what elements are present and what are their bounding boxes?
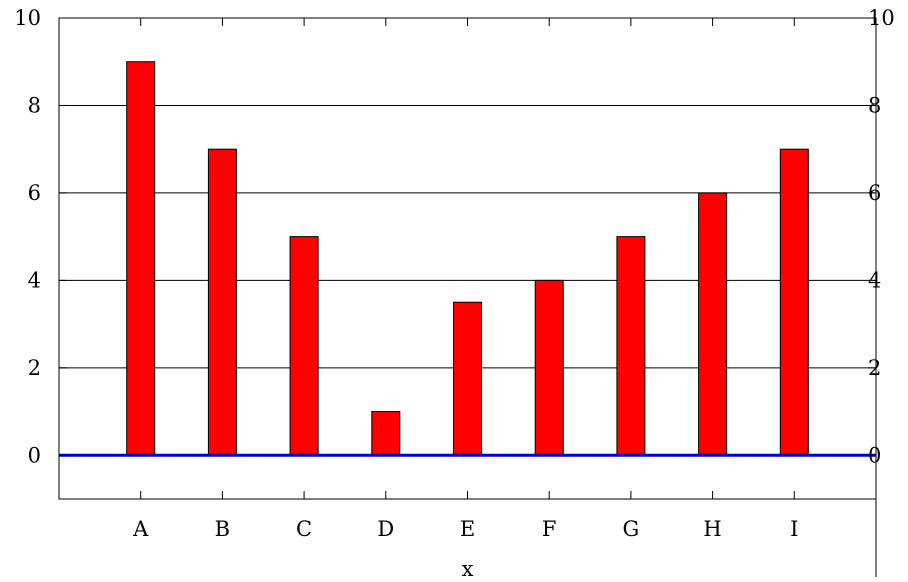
- y2-tick-label: 6: [868, 181, 881, 205]
- y-axis-ticks: 0 2 4 6 8 10: [14, 6, 67, 467]
- y2-tick-label: 2: [868, 356, 881, 380]
- bar-e: [453, 301, 482, 456]
- bar-a: [126, 61, 156, 456]
- bar-d: [371, 411, 401, 456]
- y-tick-label: 8: [28, 93, 41, 117]
- y2-tick-label: 4: [868, 268, 881, 292]
- bars: [126, 61, 809, 456]
- x-tick-label: F: [542, 517, 557, 541]
- bar-f: [534, 279, 564, 456]
- x-tick-label: E: [460, 517, 475, 541]
- x-axis-ticks: A B C D E F G H I: [132, 18, 798, 541]
- y-tick-label: 6: [28, 181, 41, 205]
- bar-h: [698, 192, 728, 456]
- bar-b: [207, 148, 237, 456]
- y2-axis-ticks: 0 2 4 6 8 10: [868, 6, 895, 467]
- x-tick-label: G: [623, 517, 640, 541]
- y-tick-label: 2: [28, 356, 41, 380]
- bar-g: [616, 236, 646, 456]
- y2-tick-label: 8: [868, 93, 881, 117]
- y-tick-label: 4: [28, 268, 41, 292]
- bar-c: [289, 236, 319, 456]
- x-tick-label: I: [790, 517, 798, 541]
- x-axis-label: x: [462, 557, 474, 581]
- y-tick-label: 10: [14, 6, 41, 30]
- x-tick-label: C: [296, 517, 312, 541]
- y2-tick-label: 0: [868, 443, 881, 467]
- y-tick-label: 0: [28, 443, 41, 467]
- x-tick-label: A: [132, 517, 149, 541]
- y2-tick-label: 10: [868, 6, 895, 30]
- x-tick-label: H: [703, 517, 721, 541]
- x-tick-label: B: [215, 517, 230, 541]
- bar-i: [779, 148, 809, 456]
- x-tick-label: D: [377, 517, 394, 541]
